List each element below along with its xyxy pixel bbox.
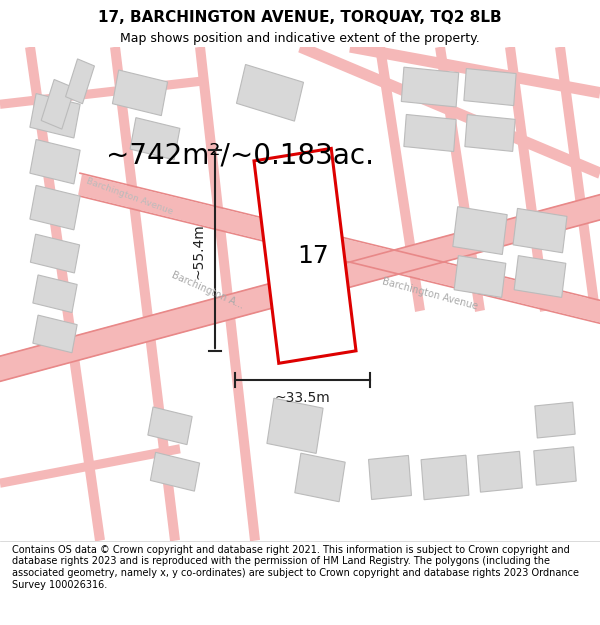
- Polygon shape: [30, 186, 80, 230]
- Polygon shape: [404, 114, 456, 151]
- Polygon shape: [349, 41, 600, 99]
- Polygon shape: [267, 398, 323, 453]
- Text: Map shows position and indicative extent of the property.: Map shows position and indicative extent…: [120, 32, 480, 45]
- Polygon shape: [0, 77, 200, 109]
- Polygon shape: [31, 234, 80, 273]
- Polygon shape: [375, 46, 425, 312]
- Text: Barchington A...: Barchington A...: [170, 270, 245, 311]
- Polygon shape: [130, 118, 180, 160]
- Polygon shape: [78, 174, 600, 327]
- Polygon shape: [435, 46, 485, 312]
- Text: ~742m²/~0.183ac.: ~742m²/~0.183ac.: [106, 142, 374, 170]
- Polygon shape: [453, 207, 507, 254]
- Polygon shape: [534, 447, 576, 485]
- Text: ~55.4m: ~55.4m: [192, 223, 206, 279]
- Polygon shape: [505, 46, 550, 312]
- Polygon shape: [110, 46, 180, 541]
- Text: Barchington Avenue: Barchington Avenue: [85, 176, 174, 216]
- Polygon shape: [33, 315, 77, 352]
- Polygon shape: [513, 208, 567, 252]
- Text: Barchington Avenue: Barchington Avenue: [381, 276, 479, 311]
- Polygon shape: [298, 41, 600, 179]
- Polygon shape: [464, 69, 516, 106]
- Polygon shape: [535, 402, 575, 438]
- Polygon shape: [195, 46, 260, 541]
- Polygon shape: [478, 451, 523, 492]
- Polygon shape: [30, 139, 80, 184]
- Polygon shape: [0, 444, 181, 488]
- Polygon shape: [368, 456, 412, 499]
- Polygon shape: [25, 46, 105, 541]
- Text: 17: 17: [297, 244, 329, 268]
- Polygon shape: [236, 64, 304, 121]
- Polygon shape: [295, 453, 345, 502]
- Polygon shape: [254, 148, 356, 363]
- Text: 17, BARCHINGTON AVENUE, TORQUAY, TQ2 8LB: 17, BARCHINGTON AVENUE, TORQUAY, TQ2 8LB: [98, 10, 502, 25]
- Polygon shape: [151, 452, 200, 491]
- Polygon shape: [30, 94, 80, 138]
- Polygon shape: [401, 67, 459, 107]
- Text: Contains OS data © Crown copyright and database right 2021. This information is : Contains OS data © Crown copyright and d…: [12, 545, 579, 589]
- Polygon shape: [454, 256, 506, 298]
- Polygon shape: [514, 256, 566, 298]
- Polygon shape: [0, 189, 600, 386]
- Polygon shape: [465, 114, 515, 151]
- Polygon shape: [112, 70, 167, 116]
- Polygon shape: [421, 455, 469, 500]
- Polygon shape: [65, 59, 94, 104]
- Polygon shape: [555, 46, 600, 312]
- Polygon shape: [33, 275, 77, 312]
- Polygon shape: [148, 407, 192, 444]
- Polygon shape: [41, 79, 75, 129]
- Text: ~33.5m: ~33.5m: [275, 391, 331, 405]
